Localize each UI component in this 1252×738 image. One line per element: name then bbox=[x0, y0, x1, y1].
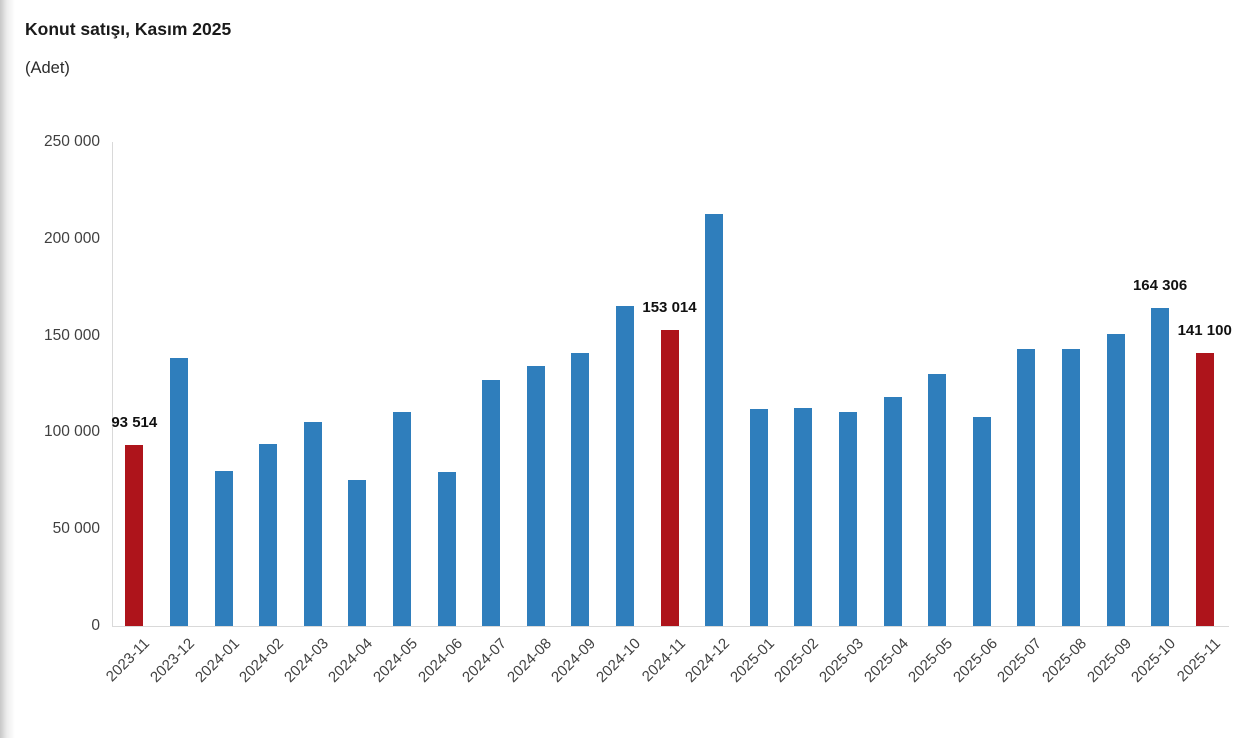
data-label-2025-11: 141 100 bbox=[1177, 321, 1232, 339]
bar-2024-01[interactable] bbox=[214, 470, 233, 626]
bar-2023-11[interactable] bbox=[125, 444, 144, 626]
bar-2025-07[interactable] bbox=[1017, 349, 1036, 626]
x-tick-label-2024-07: 2024-07 bbox=[459, 635, 511, 686]
bar-2024-12[interactable] bbox=[705, 214, 724, 626]
x-tick-label-2025-10: 2025-10 bbox=[1128, 635, 1180, 686]
x-tick-label-2025-06: 2025-06 bbox=[949, 635, 1001, 686]
bar-2024-05[interactable] bbox=[392, 411, 411, 626]
y-tick-label: 100 000 bbox=[43, 423, 100, 441]
chart-title: Konut satışı, Kasım 2025 bbox=[25, 19, 232, 39]
x-tick-label-2025-09: 2025-09 bbox=[1083, 635, 1135, 686]
x-tick-label-2024-06: 2024-06 bbox=[414, 635, 466, 686]
y-tick-label: 250 000 bbox=[43, 133, 100, 150]
bar-2025-06[interactable] bbox=[972, 417, 991, 626]
y-tick-label: 0 bbox=[91, 617, 100, 634]
bar-2024-10[interactable] bbox=[615, 306, 634, 626]
left-edge-shade bbox=[0, 0, 15, 738]
x-tick-label-2024-04: 2024-04 bbox=[325, 635, 377, 686]
bar-2024-04[interactable] bbox=[348, 479, 367, 626]
bar-2025-03[interactable] bbox=[838, 411, 857, 626]
bar-2024-06[interactable] bbox=[437, 472, 456, 626]
x-tick-label-2025-01: 2025-01 bbox=[726, 635, 778, 686]
x-tick-label-2025-03: 2025-03 bbox=[815, 635, 867, 686]
x-tick-label-2024-08: 2024-08 bbox=[503, 635, 555, 686]
bar-2023-12[interactable] bbox=[169, 357, 188, 626]
x-tick-label-2024-09: 2024-09 bbox=[548, 635, 600, 686]
bar-2024-08[interactable] bbox=[526, 366, 545, 626]
bar-2025-09[interactable] bbox=[1106, 334, 1125, 626]
x-tick-label-2025-08: 2025-08 bbox=[1038, 635, 1090, 686]
x-tick-label-2023-11: 2023-11 bbox=[103, 635, 154, 686]
data-label-2023-11: 93 514 bbox=[111, 413, 158, 431]
y-tick-label: 150 000 bbox=[43, 326, 100, 344]
bar-2025-02[interactable] bbox=[794, 407, 813, 626]
bar-2024-03[interactable] bbox=[303, 421, 322, 626]
x-tick-label-2024-11: 2024-11 bbox=[638, 635, 689, 686]
y-tick-label: 50 000 bbox=[52, 520, 100, 538]
y-tick-label: 200 000 bbox=[43, 229, 100, 247]
x-axis-line bbox=[112, 626, 1229, 627]
data-label-2025-10: 164 306 bbox=[1132, 276, 1188, 294]
bar-2025-08[interactable] bbox=[1061, 348, 1080, 626]
x-tick-label-2025-11: 2025-11 bbox=[1173, 635, 1224, 686]
x-tick-label-2024-10: 2024-10 bbox=[592, 635, 644, 686]
bar-2024-09[interactable] bbox=[571, 353, 590, 626]
data-label-2024-11: 153 014 bbox=[642, 298, 697, 316]
bar-2025-11[interactable] bbox=[1195, 352, 1214, 626]
bar-2025-10[interactable] bbox=[1151, 307, 1170, 626]
x-tick-label-2025-07: 2025-07 bbox=[994, 635, 1046, 686]
x-tick-label-2024-05: 2024-05 bbox=[369, 635, 421, 686]
chart-subtitle: (Adet) bbox=[25, 59, 70, 77]
bar-2025-04[interactable] bbox=[883, 396, 902, 626]
x-tick-label-2025-05: 2025-05 bbox=[905, 635, 957, 686]
x-tick-label-2024-12: 2024-12 bbox=[682, 635, 734, 686]
x-tick-label-2025-02: 2025-02 bbox=[771, 635, 823, 686]
bar-2025-05[interactable] bbox=[928, 374, 947, 626]
bar-2024-07[interactable] bbox=[482, 379, 501, 626]
x-tick-label-2025-04: 2025-04 bbox=[860, 635, 912, 686]
bar-2025-01[interactable] bbox=[749, 408, 768, 626]
y-axis-line bbox=[112, 142, 113, 626]
bar-2024-11[interactable] bbox=[660, 329, 679, 626]
x-tick-label-2024-03: 2024-03 bbox=[280, 635, 332, 686]
x-tick-label-2023-12: 2023-12 bbox=[146, 635, 198, 686]
x-tick-label-2024-01: 2024-01 bbox=[191, 635, 243, 686]
bar-2024-02[interactable] bbox=[259, 444, 278, 626]
x-tick-label-2024-02: 2024-02 bbox=[236, 635, 288, 686]
